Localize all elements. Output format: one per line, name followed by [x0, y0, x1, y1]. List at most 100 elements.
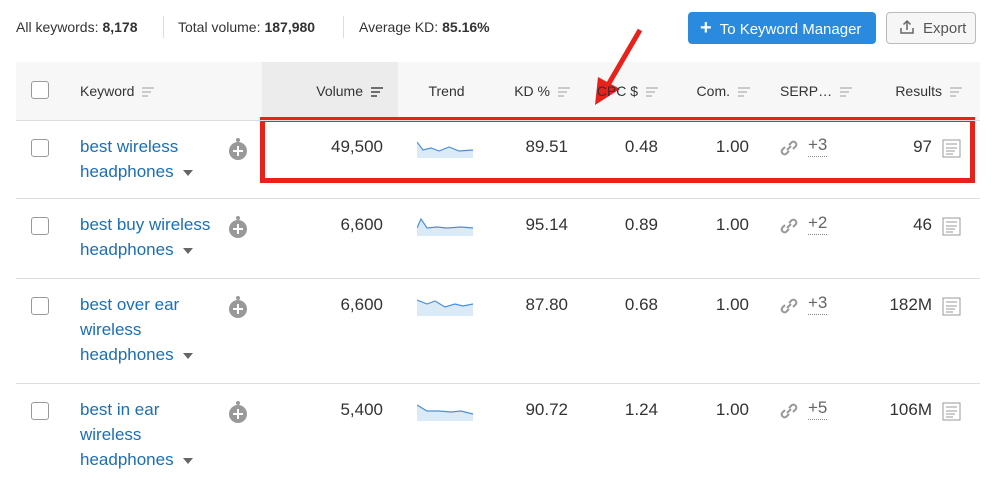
- keyword-link[interactable]: best buy wireless headphones: [80, 212, 220, 262]
- divider: [16, 383, 980, 384]
- summary-item: Average KD: 85.16%: [359, 19, 490, 35]
- row-checkbox[interactable]: [31, 402, 49, 420]
- cpc-value: 0.68: [624, 295, 658, 314]
- dropdown-caret[interactable]: [182, 247, 194, 255]
- summary-item: Total volume: 187,980: [178, 19, 315, 35]
- sparkline: [416, 299, 474, 316]
- summary-value: 85.16%: [442, 19, 490, 35]
- trend-sparkline: [416, 138, 475, 163]
- add-icon[interactable]: [228, 137, 248, 166]
- select-all-checkbox[interactable]: [31, 81, 49, 99]
- keyword-text[interactable]: best in ear wireless headphones: [80, 400, 174, 469]
- add-icon[interactable]: [228, 295, 248, 324]
- results-icon[interactable]: [942, 297, 962, 322]
- serp-features[interactable]: +2: [808, 212, 828, 235]
- sorted-column-header: [262, 62, 398, 120]
- separator: [343, 16, 344, 38]
- column-label: Com.: [696, 83, 730, 99]
- summary-item: All keywords: 8,178: [16, 19, 138, 35]
- table-header: [16, 62, 980, 120]
- keyword-text[interactable]: best buy wireless headphones: [80, 215, 211, 259]
- keyword-text[interactable]: best over ear wireless headphones: [80, 295, 180, 364]
- sparkline: [416, 217, 474, 236]
- results-icon[interactable]: [942, 139, 962, 164]
- summary-label: Total volume:: [178, 19, 261, 35]
- column-label: Results: [895, 83, 942, 99]
- column-label: Trend: [428, 83, 465, 99]
- results-icon[interactable]: [942, 217, 962, 242]
- dropdown-caret[interactable]: [182, 457, 194, 465]
- results-value: 106M: [889, 400, 932, 419]
- sparkline: [416, 404, 474, 421]
- volume-value: 49,500: [331, 137, 383, 156]
- keyword-link[interactable]: best wireless headphones: [80, 134, 220, 184]
- column-header[interactable]: Trend: [398, 62, 495, 120]
- keyword-link[interactable]: best over ear wireless headphones: [80, 292, 220, 367]
- dropdown-caret[interactable]: [182, 169, 194, 177]
- export-button[interactable]: Export: [886, 12, 976, 44]
- add-icon-svg: [229, 401, 247, 423]
- add-icon[interactable]: [228, 215, 248, 244]
- serp-icon: [942, 402, 961, 421]
- column-header[interactable]: CPC $: [597, 62, 658, 120]
- add-icon-svg: [229, 138, 247, 160]
- separator: [163, 16, 164, 38]
- trend-sparkline: [416, 401, 475, 426]
- row-checkbox[interactable]: [31, 297, 49, 315]
- column-header[interactable]: Keyword: [80, 62, 155, 120]
- link-icon: [780, 140, 798, 156]
- com-value: 1.00: [715, 215, 749, 234]
- add-icon-svg: [229, 216, 247, 238]
- divider: [16, 198, 980, 199]
- column-header[interactable]: SERP…: [780, 62, 853, 120]
- sort-icon: [142, 87, 155, 98]
- row-checkbox[interactable]: [31, 217, 49, 235]
- column-label: SERP…: [780, 83, 833, 99]
- com-value: 1.00: [715, 137, 749, 156]
- serp-features[interactable]: +5: [808, 397, 828, 420]
- sort-icon: [371, 87, 383, 98]
- volume-value: 5,400: [340, 400, 383, 419]
- summary-label: Average KD:: [359, 19, 439, 35]
- button-label: Export: [923, 20, 967, 37]
- column-header[interactable]: KD %: [514, 62, 570, 120]
- add-icon-svg: [229, 296, 247, 318]
- volume-value: 6,600: [340, 295, 383, 314]
- serp-features[interactable]: +3: [808, 292, 828, 315]
- keyword-text[interactable]: best wireless headphones: [80, 137, 179, 181]
- results-value: 182M: [889, 295, 932, 314]
- kd-value: 95.14: [525, 215, 568, 234]
- column-label: CPC $: [596, 83, 638, 99]
- keyword-manager-button[interactable]: + To Keyword Manager: [688, 12, 876, 44]
- volume-value: 6,600: [340, 215, 383, 234]
- link-icon: [780, 403, 798, 419]
- column-header[interactable]: Com.: [697, 62, 750, 120]
- results-value: 97: [913, 137, 932, 156]
- cpc-value: 1.24: [624, 400, 658, 419]
- link-icon: [780, 298, 798, 314]
- serp-link-icon[interactable]: [778, 295, 800, 322]
- column-header[interactable]: Volume: [316, 62, 383, 120]
- serp-icon: [942, 139, 961, 158]
- add-icon[interactable]: [228, 400, 248, 429]
- trend-sparkline: [416, 296, 475, 321]
- row-checkbox[interactable]: [31, 139, 49, 157]
- sort-icon: [646, 87, 658, 98]
- dropdown-caret[interactable]: [182, 352, 194, 360]
- results-icon[interactable]: [942, 402, 962, 427]
- serp-icon: [942, 297, 961, 316]
- plus-icon: +: [700, 17, 712, 39]
- serp-features[interactable]: +3: [808, 134, 828, 157]
- divider: [16, 278, 980, 279]
- kd-value: 87.80: [525, 295, 568, 314]
- serp-link-icon[interactable]: [778, 137, 800, 164]
- kd-value: 89.51: [525, 137, 568, 156]
- column-label: KD %: [514, 83, 550, 99]
- com-value: 1.00: [715, 400, 749, 419]
- column-header[interactable]: Results: [895, 62, 962, 120]
- sort-icon: [738, 87, 750, 98]
- serp-link-icon[interactable]: [778, 215, 800, 242]
- keyword-link[interactable]: best in ear wireless headphones: [80, 397, 220, 472]
- serp-link-icon[interactable]: [778, 400, 800, 427]
